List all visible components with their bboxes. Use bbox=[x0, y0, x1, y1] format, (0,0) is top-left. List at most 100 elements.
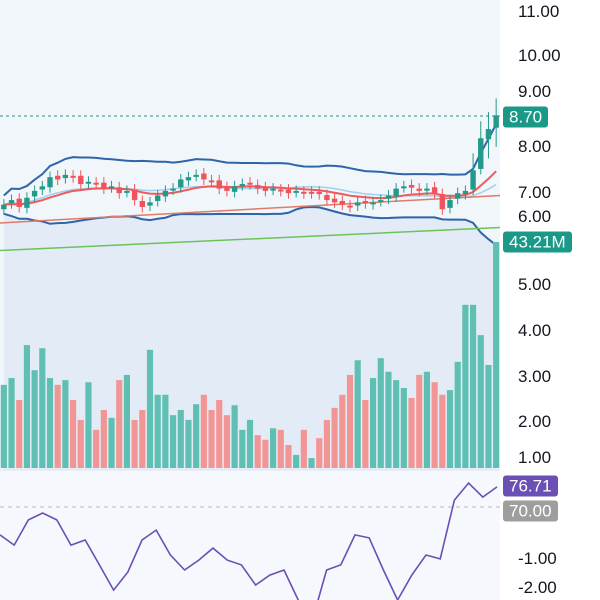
candle-body bbox=[185, 177, 192, 181]
volume-bar bbox=[285, 444, 292, 468]
volume-bar bbox=[400, 387, 407, 468]
bollinger-upper bbox=[3, 123, 498, 197]
volume-bar bbox=[223, 415, 230, 468]
volume-bar bbox=[70, 400, 77, 468]
volume-bar bbox=[493, 242, 500, 468]
volume-bar bbox=[139, 409, 146, 468]
candle-body bbox=[224, 187, 230, 191]
candle-body bbox=[378, 200, 384, 203]
volume-bar bbox=[93, 429, 100, 468]
candle-body bbox=[116, 187, 122, 194]
volume-bar bbox=[408, 397, 415, 468]
rsi-tick-label: -1.00 bbox=[518, 549, 557, 568]
volume-bar bbox=[385, 371, 392, 468]
candle-body bbox=[324, 195, 330, 201]
candle-body bbox=[31, 190, 38, 197]
candle-body bbox=[247, 182, 253, 185]
price-tick-label: 3.00 bbox=[518, 367, 552, 386]
candle-body bbox=[124, 190, 130, 193]
candle-body bbox=[47, 177, 53, 188]
volume-bar bbox=[362, 400, 369, 468]
candle-body bbox=[401, 186, 407, 189]
volume-bar bbox=[439, 394, 446, 468]
candle-body bbox=[255, 184, 261, 189]
volume-bar bbox=[108, 417, 115, 468]
volume-bar bbox=[16, 400, 23, 468]
candle-body bbox=[308, 191, 315, 194]
candle-body bbox=[385, 195, 392, 199]
rsi-line bbox=[0, 481, 498, 600]
axis-bg bbox=[500, 0, 600, 600]
price-tick-label: 11.00 bbox=[518, 2, 560, 21]
volume-bar bbox=[393, 380, 400, 468]
price-tick-label: 7.00 bbox=[518, 183, 552, 202]
candle-body bbox=[131, 189, 138, 201]
candle-body bbox=[85, 181, 92, 184]
candle-body bbox=[393, 188, 399, 197]
price-tick-label: 8.00 bbox=[518, 137, 552, 156]
price-tick-label: 2.00 bbox=[518, 412, 552, 431]
candle-body bbox=[478, 138, 484, 169]
volume-bar bbox=[454, 361, 461, 468]
volume-bar bbox=[377, 358, 384, 468]
candle-body bbox=[178, 179, 184, 188]
bollinger-lower bbox=[3, 205, 497, 246]
volume-bar bbox=[246, 419, 254, 468]
candle-body bbox=[193, 174, 199, 177]
volume-bar bbox=[31, 370, 38, 468]
last-volume-tag: 43.21M bbox=[503, 231, 572, 253]
candle-body bbox=[8, 200, 15, 204]
candle-body bbox=[331, 198, 338, 203]
volume-bar bbox=[254, 435, 261, 468]
candle-body bbox=[231, 186, 238, 192]
volume-bar bbox=[85, 382, 92, 468]
candle-body bbox=[339, 200, 345, 205]
ma-slow-1 bbox=[0, 194, 501, 224]
price-tick-label: 9.00 bbox=[518, 82, 552, 101]
candle-body bbox=[493, 115, 499, 128]
volume-bar bbox=[262, 439, 269, 468]
volume-bar bbox=[131, 419, 138, 468]
volume-bar bbox=[316, 438, 323, 468]
candle-body bbox=[24, 197, 30, 208]
candle-body bbox=[301, 191, 307, 194]
candle-body bbox=[447, 200, 453, 208]
volume-bar bbox=[323, 419, 330, 468]
volume-bar bbox=[470, 304, 477, 468]
candle-body bbox=[424, 188, 430, 191]
volume-bar bbox=[8, 378, 15, 468]
volume-bar bbox=[200, 394, 207, 468]
volume-bar bbox=[154, 394, 161, 468]
candle-body bbox=[147, 202, 153, 206]
volume-bar bbox=[100, 409, 107, 468]
candle-body bbox=[101, 182, 107, 189]
volume-bar bbox=[0, 384, 7, 468]
volume-bar bbox=[208, 409, 215, 468]
volume-bar bbox=[300, 429, 307, 468]
volume-bar bbox=[193, 404, 200, 468]
candle-body bbox=[470, 170, 476, 190]
rsi-pane-bg bbox=[0, 470, 500, 600]
candle-body bbox=[355, 202, 361, 206]
candle-body bbox=[431, 187, 438, 194]
volume-bar bbox=[354, 360, 361, 468]
candle-body bbox=[55, 175, 61, 180]
candle-body bbox=[108, 186, 115, 189]
volume-bar bbox=[177, 409, 184, 468]
volume-bar bbox=[416, 374, 423, 468]
volume-bar bbox=[423, 371, 430, 468]
volume-bar bbox=[308, 458, 315, 468]
candle-body bbox=[162, 190, 169, 197]
candle-body bbox=[316, 191, 322, 195]
candle-body bbox=[370, 202, 376, 205]
candle-body bbox=[408, 184, 415, 188]
volume-bar bbox=[277, 429, 284, 468]
price-tick-label: 5.00 bbox=[518, 275, 552, 294]
ma-slow-2 bbox=[0, 226, 501, 252]
volume-bar bbox=[446, 390, 454, 468]
candle-body bbox=[208, 180, 215, 183]
candle-body bbox=[155, 195, 161, 201]
candle-body bbox=[285, 189, 292, 194]
